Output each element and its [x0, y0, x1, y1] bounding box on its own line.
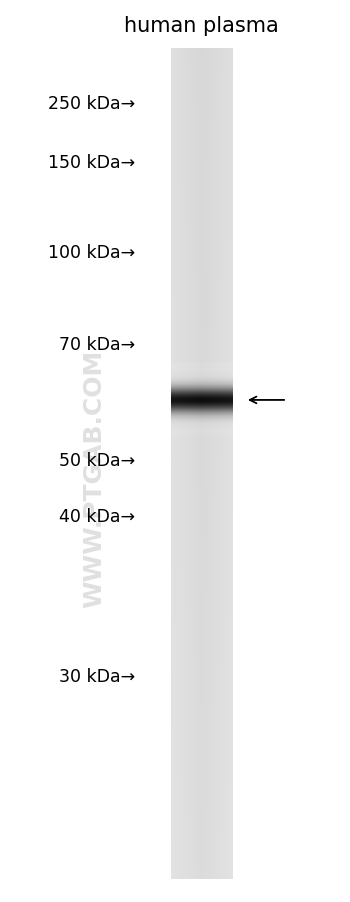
Text: 150 kDa→: 150 kDa→ [48, 153, 135, 171]
Text: 30 kDa→: 30 kDa→ [59, 667, 135, 686]
Text: 70 kDa→: 70 kDa→ [59, 336, 135, 354]
Text: 250 kDa→: 250 kDa→ [48, 95, 135, 113]
Text: WWW.PTGAB.COM: WWW.PTGAB.COM [83, 349, 106, 607]
Text: 100 kDa→: 100 kDa→ [48, 244, 135, 262]
Text: human plasma: human plasma [124, 16, 279, 36]
Text: 40 kDa→: 40 kDa→ [59, 507, 135, 525]
Text: 50 kDa→: 50 kDa→ [59, 451, 135, 469]
